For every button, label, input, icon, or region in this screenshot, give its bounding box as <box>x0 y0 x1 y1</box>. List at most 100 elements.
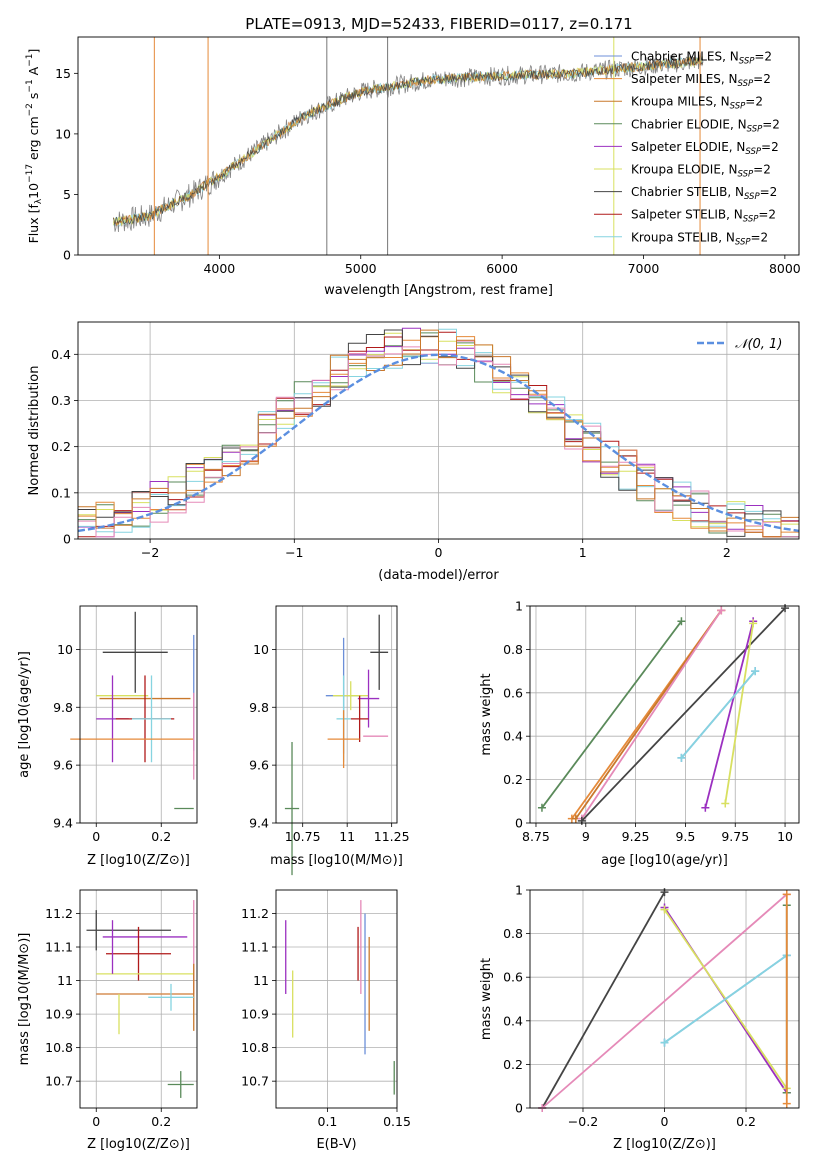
y-tick-label: 1 <box>515 599 523 614</box>
axes-mass_vs_Z: 0 0.2 10.7 10.8 10.9 11 11.1 11.2 Z [log10(Z/Z⊙)… <box>17 889 198 1152</box>
y-tick-label: 0.8 <box>503 926 523 941</box>
weight-marker <box>749 619 758 628</box>
axes-mass_vs_ebv: 0.1 0.15 10.7 10.8 10.9 11 11.1 11.2 E(B-V) <box>241 889 411 1152</box>
spectrum-line <box>112 56 704 227</box>
weight-line <box>541 891 666 1109</box>
legend-label: Chabrier ELODIE, NSSP=2 <box>631 117 780 134</box>
legend-label: 𝒩(0, 1) <box>735 337 782 352</box>
y-tick-label: 11.2 <box>45 906 73 921</box>
spectrum-line <box>112 52 704 233</box>
y-tick-label: 9.6 <box>53 758 73 773</box>
axes-weight_vs_age: 8.75 9 9.25 9.5 9.75 10 0 0.2 0.4 0.6 0.8 1 age [log… <box>479 599 800 868</box>
axes-frame <box>529 605 800 824</box>
y-tick-label: 10.9 <box>45 1007 73 1022</box>
legend-label: Chabrier MILES, NSSP=2 <box>631 50 772 67</box>
legend: Chabrier MILES, NSSP=2 Salpeter MILES, NS… <box>594 50 780 247</box>
y-tick-label: 10.9 <box>241 1007 269 1022</box>
x-axis-label: Z [log10(Z/Z⊙)] <box>613 1137 716 1152</box>
weight-marker <box>577 816 586 825</box>
y-tick-label: 0.2 <box>503 1057 523 1072</box>
y-tick-label: 0 <box>63 248 71 263</box>
y-tick-label: 9.4 <box>53 816 73 831</box>
y-axis-label: mass weight <box>479 673 494 755</box>
y-tick-label: 10 <box>57 642 73 657</box>
axes-frame <box>77 36 800 256</box>
y-tick-label: 10.8 <box>241 1040 269 1055</box>
spectrum-line <box>112 56 704 227</box>
x-tick-label: 0 <box>92 1114 100 1129</box>
legend-label: Kroupa MILES, NSSP=2 <box>631 95 763 112</box>
x-tick-label: 0.15 <box>383 1114 411 1129</box>
x-tick-label: −0.2 <box>568 1114 598 1129</box>
x-tick-label: 9 <box>582 829 590 844</box>
weight-marker <box>701 803 710 812</box>
axes-frame <box>529 889 800 1109</box>
plot-area-weight_vs_age <box>537 604 790 825</box>
plot-area-mass_vs_Z <box>86 900 195 1098</box>
plot-area-age_vs_Z <box>70 611 195 810</box>
y-tick-label: 11.2 <box>241 906 269 921</box>
y-tick-label: 10 <box>55 126 71 141</box>
y-tick-label: 0.1 <box>51 485 71 500</box>
weight-marker <box>721 799 730 808</box>
weight-marker <box>537 803 546 812</box>
y-axis-label: Normed distribution <box>27 366 42 496</box>
axes-frame <box>79 605 198 824</box>
y-axis-label: age [log10(age/yr)] <box>17 651 32 778</box>
x-tick-label: 4000 <box>203 261 235 276</box>
y-tick-label: 0.8 <box>503 642 523 657</box>
plot-area-residuals <box>77 327 800 538</box>
x-tick-label: 11 <box>339 829 355 844</box>
y-tick-label: 0 <box>515 1101 523 1116</box>
weight-marker <box>677 617 686 626</box>
y-tick-label: 0.4 <box>51 347 71 362</box>
x-axis-label: age [log10(age/yr)] <box>601 853 728 868</box>
axes-age_vs_mass: 10.75 11 11.25 9.4 9.6 9.8 10 mass [log10(M/M⊙)… <box>249 605 410 876</box>
x-tick-label: 5000 <box>345 261 377 276</box>
legend-label: Chabrier STELIB, NSSP=2 <box>631 185 777 202</box>
axes-residuals: −2 −1 0 1 2 0 0.1 0.2 0.3 0.4 𝒩(0, 1) (data-model)/… <box>27 321 800 583</box>
y-tick-label: 9.6 <box>249 758 269 773</box>
y-tick-label: 9.8 <box>249 700 269 715</box>
x-axis-label: mass [log10(M/M⊙)] <box>270 853 403 868</box>
weight-line <box>541 620 683 809</box>
weight-marker <box>781 604 790 613</box>
x-tick-label: 0 <box>435 545 443 560</box>
y-axis-label: mass weight <box>479 958 494 1040</box>
x-tick-label: 11.25 <box>374 829 410 844</box>
x-tick-label: 10.75 <box>285 829 321 844</box>
axes-frame <box>275 889 398 1109</box>
weight-marker <box>751 667 760 676</box>
x-tick-label: 1 <box>579 545 587 560</box>
y-tick-label: 0.2 <box>503 772 523 787</box>
weight-line <box>704 620 755 809</box>
figure-title: PLATE=0913, MJD=52433, FIBERID=0117, z=0… <box>245 15 632 33</box>
y-tick-label: 0.4 <box>503 729 523 744</box>
x-tick-label: 0.1 <box>318 1114 338 1129</box>
y-tick-label: 0.3 <box>51 393 71 408</box>
x-tick-label: 8000 <box>769 261 801 276</box>
histogram-step <box>78 329 799 538</box>
x-tick-label: 2 <box>723 545 731 560</box>
x-tick-label: 6000 <box>486 261 518 276</box>
axes-age_vs_Z: 0 0.2 9.4 9.6 9.8 10 Z [log10(Z/Z⊙)] age [log10… <box>17 605 198 868</box>
plot-area-age_vs_mass <box>284 614 389 876</box>
y-tick-label: 11.1 <box>45 940 73 955</box>
x-axis-label: wavelength [Angstrom, rest frame] <box>324 283 553 298</box>
weight-marker <box>660 888 669 897</box>
x-axis-label: E(B-V) <box>316 1137 356 1152</box>
x-tick-label: 0.2 <box>151 829 171 844</box>
legend-label: Salpeter ELODIE, NSSP=2 <box>631 140 779 157</box>
y-tick-label: 0 <box>515 816 523 831</box>
x-axis-label: Z [log10(Z/Z⊙)] <box>87 853 190 868</box>
y-tick-label: 9.8 <box>53 700 73 715</box>
y-tick-label: 0.4 <box>503 1013 523 1028</box>
weight-marker <box>660 1038 669 1047</box>
x-tick-label: 9.75 <box>721 829 749 844</box>
weight-marker <box>782 1099 791 1108</box>
plot-area-weight_vs_Z <box>538 888 791 1112</box>
x-axis-label: (data-model)/error <box>378 568 499 583</box>
plot-area-mass_vs_ebv <box>285 900 395 1095</box>
